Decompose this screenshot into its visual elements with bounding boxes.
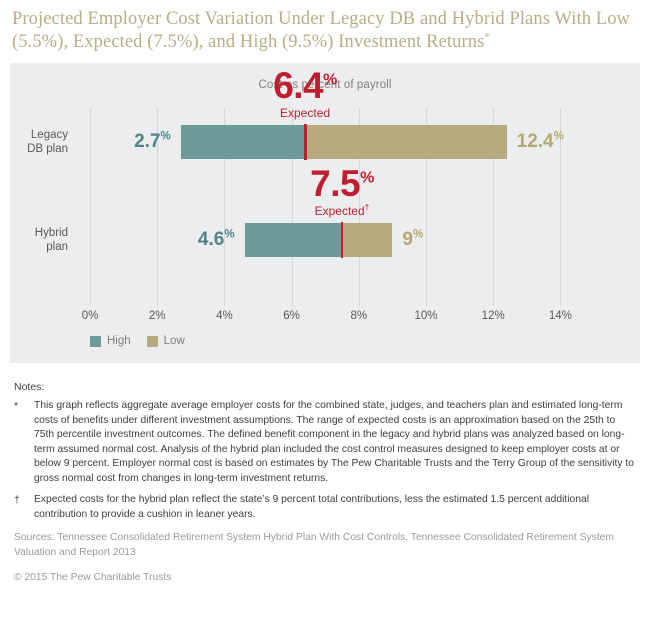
bar-segment-low — [341, 223, 393, 257]
bar-label-low-value: 12.4 — [516, 131, 554, 152]
legend-item-high: High — [90, 335, 131, 347]
legend-label-high: High — [107, 335, 131, 347]
sources-text: Sources: Tennessee Consolidated Retireme… — [14, 532, 614, 558]
expected-caption: Expected — [280, 106, 331, 120]
legend-label-low: Low — [163, 335, 185, 347]
bar-label-high: 2.7% — [10, 125, 171, 159]
expected-value-marker — [304, 124, 307, 160]
page-title-text: Projected Employer Cost Variation Under … — [12, 9, 630, 52]
gridline — [426, 108, 427, 306]
bar-label-low: 9% — [402, 223, 423, 257]
notes-section: Notes: * This graph reflects aggregate a… — [14, 381, 636, 586]
note-text: Expected costs for the hybrid plan refle… — [34, 494, 590, 520]
percent-sign: % — [160, 130, 171, 143]
bar-segment-high — [244, 223, 342, 257]
note-text: This graph reflects aggregate average em… — [34, 400, 634, 484]
note-marker: † — [14, 494, 20, 506]
gridline — [560, 108, 562, 306]
gridline — [358, 108, 360, 306]
percent-sign: % — [323, 71, 337, 89]
x-axis-tick-label: 6% — [283, 310, 300, 322]
expected-value: 6.4% — [273, 65, 337, 106]
gridline — [90, 108, 91, 306]
note-marker: * — [14, 400, 19, 412]
expected-caption-footnote-marker: † — [364, 202, 370, 212]
title-footnote-marker: * — [484, 30, 490, 43]
bar-label-high-value: 4.6 — [197, 229, 225, 250]
x-axis-tick-label: 12% — [481, 310, 505, 322]
category-label-line: Hybrid — [34, 227, 68, 239]
percent-sign: % — [412, 228, 424, 241]
legend-item-low: Low — [146, 335, 185, 347]
copyright-text: © 2015 The Pew Charitable Trusts — [14, 572, 172, 583]
bar-segment-high — [180, 125, 306, 159]
bar-label-low: 12.4% — [517, 125, 564, 159]
percent-sign: % — [360, 169, 374, 187]
x-axis-tick-label: 2% — [148, 310, 166, 322]
bar-label-low-value: 9 — [402, 229, 413, 250]
title-block: Projected Employer Cost Variation Under … — [0, 0, 650, 54]
x-axis-tick-label: 0% — [81, 310, 99, 322]
axis-title: Cost as percent of payroll — [258, 79, 392, 91]
category-label: Legacy DB plan — [27, 128, 68, 156]
expected-value-marker — [340, 222, 344, 258]
category-label: Hybrid plan — [35, 226, 68, 254]
bar-label-high: 4.6% — [10, 223, 235, 257]
note-item: † Expected costs for the hybrid plan ref… — [14, 493, 636, 522]
bar-row — [244, 222, 393, 258]
chart-legend: High Low — [90, 335, 185, 347]
notes-heading: Notes: — [14, 381, 45, 393]
x-axis-tick-label: 8% — [350, 310, 368, 322]
expected-caption: Expected† — [314, 202, 370, 218]
gridline — [291, 108, 293, 306]
gridline — [224, 108, 226, 306]
expected-value: 7.5% — [310, 163, 374, 204]
bar-segment-low — [305, 125, 507, 159]
bar-label-high-value: 2.7 — [134, 131, 161, 152]
category-label-line: Legacy — [30, 129, 68, 141]
expected-callout: 6.4% Expected — [273, 65, 337, 121]
percent-sign: % — [224, 228, 235, 241]
percent-sign: % — [553, 130, 564, 143]
expected-callout: 7.5% Expected† — [310, 163, 374, 219]
chart-panel: Cost as percent of payroll 0% 2% 4% 6% 8% 10%… — [10, 63, 640, 363]
x-axis-tick-label: 10% — [414, 310, 438, 322]
x-axis-tick-label: 14% — [548, 310, 572, 322]
legend-swatch-low — [146, 335, 158, 347]
bar-row — [180, 124, 507, 160]
legend-swatch-high — [90, 335, 101, 347]
category-label-line: DB plan — [27, 143, 68, 155]
gridline — [493, 108, 495, 306]
plot-area: 0% 2% 4% 6% 8% 10% 12% 14% Legacy DB plan 2.7% 12.4… — [10, 63, 640, 363]
gridline — [157, 108, 159, 306]
category-label-line: plan — [46, 241, 68, 253]
note-item: * This graph reflects aggregate average … — [14, 399, 636, 486]
x-axis-tick-label: 4% — [216, 310, 233, 322]
page-title: Projected Employer Cost Variation Under … — [12, 8, 634, 54]
